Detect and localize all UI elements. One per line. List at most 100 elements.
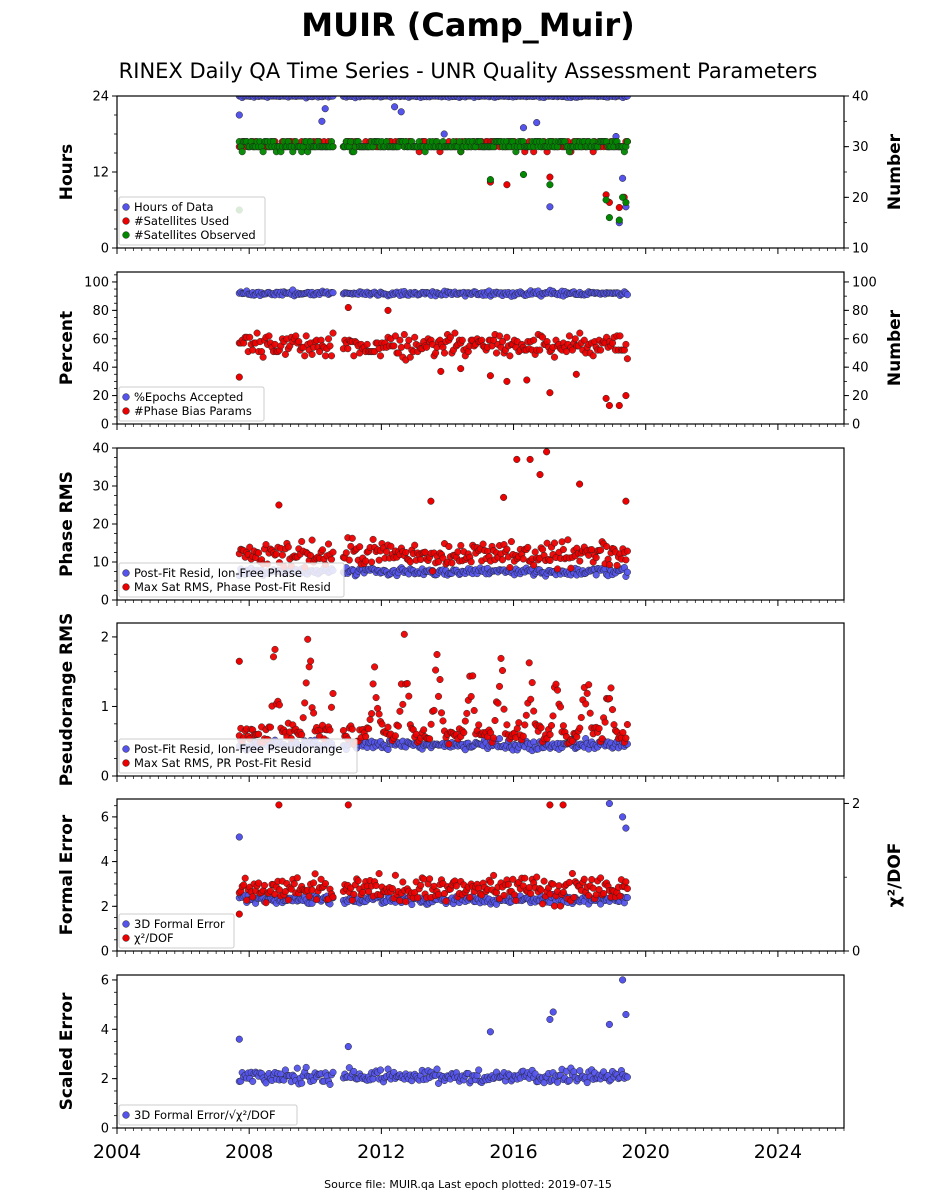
y-tick-label: 30 bbox=[92, 480, 109, 495]
data-point bbox=[565, 878, 573, 886]
data-point bbox=[498, 666, 507, 675]
data-point bbox=[623, 1073, 631, 1081]
outlier-point bbox=[486, 176, 494, 184]
outlier-point bbox=[546, 1015, 554, 1023]
data-point bbox=[255, 879, 263, 887]
data-point bbox=[371, 663, 379, 671]
data-point bbox=[396, 707, 404, 715]
outlier-point bbox=[486, 1028, 494, 1036]
data-point bbox=[622, 556, 630, 564]
data-point bbox=[506, 352, 514, 360]
data-point bbox=[259, 353, 267, 361]
data-point bbox=[623, 720, 631, 729]
data-point bbox=[295, 338, 303, 346]
data-point bbox=[437, 709, 446, 717]
data-point bbox=[287, 885, 295, 893]
data-point bbox=[497, 654, 505, 662]
data-point bbox=[292, 332, 300, 340]
data-point bbox=[356, 543, 364, 551]
data-point bbox=[405, 336, 413, 344]
data-point bbox=[406, 558, 414, 566]
data-point bbox=[608, 706, 617, 714]
data-point bbox=[350, 1067, 358, 1075]
data-point bbox=[359, 888, 367, 896]
data-point bbox=[490, 871, 498, 879]
data-point bbox=[318, 546, 327, 554]
y-axis-label: Phase RMS bbox=[57, 471, 77, 577]
data-point bbox=[509, 875, 517, 883]
data-point bbox=[583, 689, 591, 697]
data-point bbox=[271, 340, 279, 348]
series--phase-bias-params bbox=[235, 303, 631, 410]
data-point bbox=[311, 870, 319, 878]
data-point bbox=[530, 707, 538, 715]
data-point bbox=[530, 561, 538, 569]
data-point bbox=[378, 720, 386, 728]
y2-axis-label: Number bbox=[885, 133, 905, 210]
data-point bbox=[559, 722, 567, 730]
data-point bbox=[570, 893, 578, 901]
panel-phase-rms: 0 10 20 30 40 Phase RMS Post-Fit Resid, Ion-Fr… bbox=[57, 442, 845, 609]
y-tick-label: 40 bbox=[92, 361, 109, 376]
legend-marker bbox=[122, 569, 130, 577]
x-tick-label: 2012 bbox=[357, 1141, 405, 1163]
data-point bbox=[506, 563, 514, 572]
legend-marker bbox=[122, 1111, 130, 1119]
data-point bbox=[350, 352, 358, 360]
data-point bbox=[576, 557, 584, 565]
data-point bbox=[429, 567, 437, 575]
data-point bbox=[589, 884, 597, 892]
y2-tick-label: 40 bbox=[852, 90, 869, 105]
data-point bbox=[262, 899, 270, 907]
data-point bbox=[525, 659, 533, 667]
data-point bbox=[586, 709, 594, 717]
outlier-point bbox=[503, 377, 511, 385]
panel-scaled-error: 0 2 4 6 2004 2008 2012 2016 2020 2024 Scaled Error… bbox=[57, 973, 845, 1163]
outlier-point bbox=[576, 480, 584, 488]
data-point bbox=[391, 332, 399, 340]
legend: 3D Formal Error/√χ²/DOF bbox=[118, 1104, 298, 1126]
legend-label: Max Sat RMS, Phase Post-Fit Resid bbox=[134, 580, 331, 594]
panel-pseudorange-rms: 0 1 2 Pseudorange RMS Post-Fit Resid, Ion-Fr… bbox=[57, 613, 845, 786]
outlier-point bbox=[619, 976, 627, 984]
data-point bbox=[405, 692, 413, 700]
y-tick-label: 0 bbox=[101, 770, 109, 785]
y2-tick-label: 0 bbox=[852, 945, 860, 960]
data-point bbox=[329, 893, 337, 901]
data-point bbox=[549, 712, 557, 720]
data-point bbox=[467, 558, 475, 566]
outlier-point bbox=[440, 130, 448, 138]
data-point bbox=[326, 342, 334, 350]
data-point bbox=[519, 732, 527, 740]
data-point bbox=[321, 352, 330, 360]
data-point bbox=[384, 723, 392, 731]
outlier-point bbox=[513, 455, 521, 463]
data-point bbox=[426, 735, 434, 743]
data-point bbox=[537, 724, 545, 732]
y2-axis-label: χ²/DOF bbox=[885, 843, 905, 908]
data-point bbox=[262, 541, 270, 549]
data-point bbox=[466, 893, 474, 901]
data-point bbox=[597, 546, 605, 554]
outlier-point bbox=[559, 801, 567, 809]
legend-marker bbox=[122, 203, 130, 211]
data-point bbox=[382, 548, 391, 556]
legend-label: 3D Formal Error/√χ²/DOF bbox=[134, 1108, 276, 1122]
data-point bbox=[539, 545, 547, 553]
data-point bbox=[576, 329, 584, 337]
series-points bbox=[235, 286, 631, 410]
data-point bbox=[243, 896, 251, 904]
data-point bbox=[458, 336, 466, 344]
data-point bbox=[440, 349, 449, 357]
data-point bbox=[439, 717, 447, 725]
legend-marker bbox=[122, 407, 130, 415]
data-point bbox=[623, 568, 631, 576]
outlier-point bbox=[519, 170, 528, 179]
data-point bbox=[503, 545, 511, 553]
data-point bbox=[448, 559, 456, 567]
data-point bbox=[565, 332, 573, 340]
data-point bbox=[580, 875, 588, 883]
panel-percent: 0 20 40 60 80 100 0 20 40 60 80 100 Number Percent %Ep… bbox=[57, 271, 905, 433]
data-point bbox=[521, 721, 529, 729]
data-point bbox=[272, 550, 280, 558]
